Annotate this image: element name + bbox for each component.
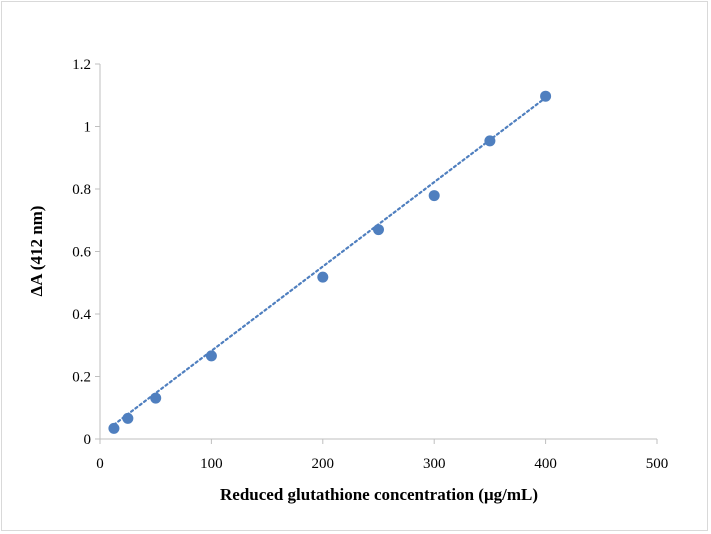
data-point bbox=[122, 412, 134, 424]
y-tick-label: 1.2 bbox=[72, 57, 91, 73]
data-point bbox=[540, 90, 552, 102]
data-point bbox=[484, 135, 496, 147]
x-tick-label: 100 bbox=[200, 456, 223, 472]
data-point bbox=[150, 392, 162, 404]
y-axis-title: ΔA (412 nm) bbox=[27, 206, 46, 297]
y-tick-label: 0 bbox=[84, 432, 92, 448]
x-tick-label: 400 bbox=[534, 456, 557, 472]
x-tick-label: 200 bbox=[312, 456, 335, 472]
y-tick-label: 0.2 bbox=[72, 370, 91, 386]
trendline-group bbox=[112, 96, 547, 426]
y-tick-label: 0.6 bbox=[72, 245, 91, 261]
tick-labels: 0 0.2 0.4 0.6 0.8 1 1.2 0 100 200 300 400 500 bbox=[72, 57, 668, 472]
data-points bbox=[108, 90, 552, 434]
x-tick-label: 0 bbox=[96, 456, 104, 472]
x-axis-title: Reduced glutathione concentration (μg/mL… bbox=[220, 485, 538, 504]
x-tick-label: 300 bbox=[423, 456, 446, 472]
data-point bbox=[205, 350, 217, 362]
data-point bbox=[108, 422, 120, 434]
data-point bbox=[373, 224, 384, 236]
x-tick-label: 500 bbox=[646, 456, 669, 472]
trendline bbox=[112, 96, 547, 426]
y-tick-label: 0.8 bbox=[72, 182, 91, 198]
data-point bbox=[317, 271, 329, 283]
axes bbox=[95, 63, 658, 444]
y-tick-label: 0.4 bbox=[72, 307, 91, 323]
y-tick-label: 1 bbox=[84, 120, 92, 136]
data-point bbox=[428, 190, 440, 202]
